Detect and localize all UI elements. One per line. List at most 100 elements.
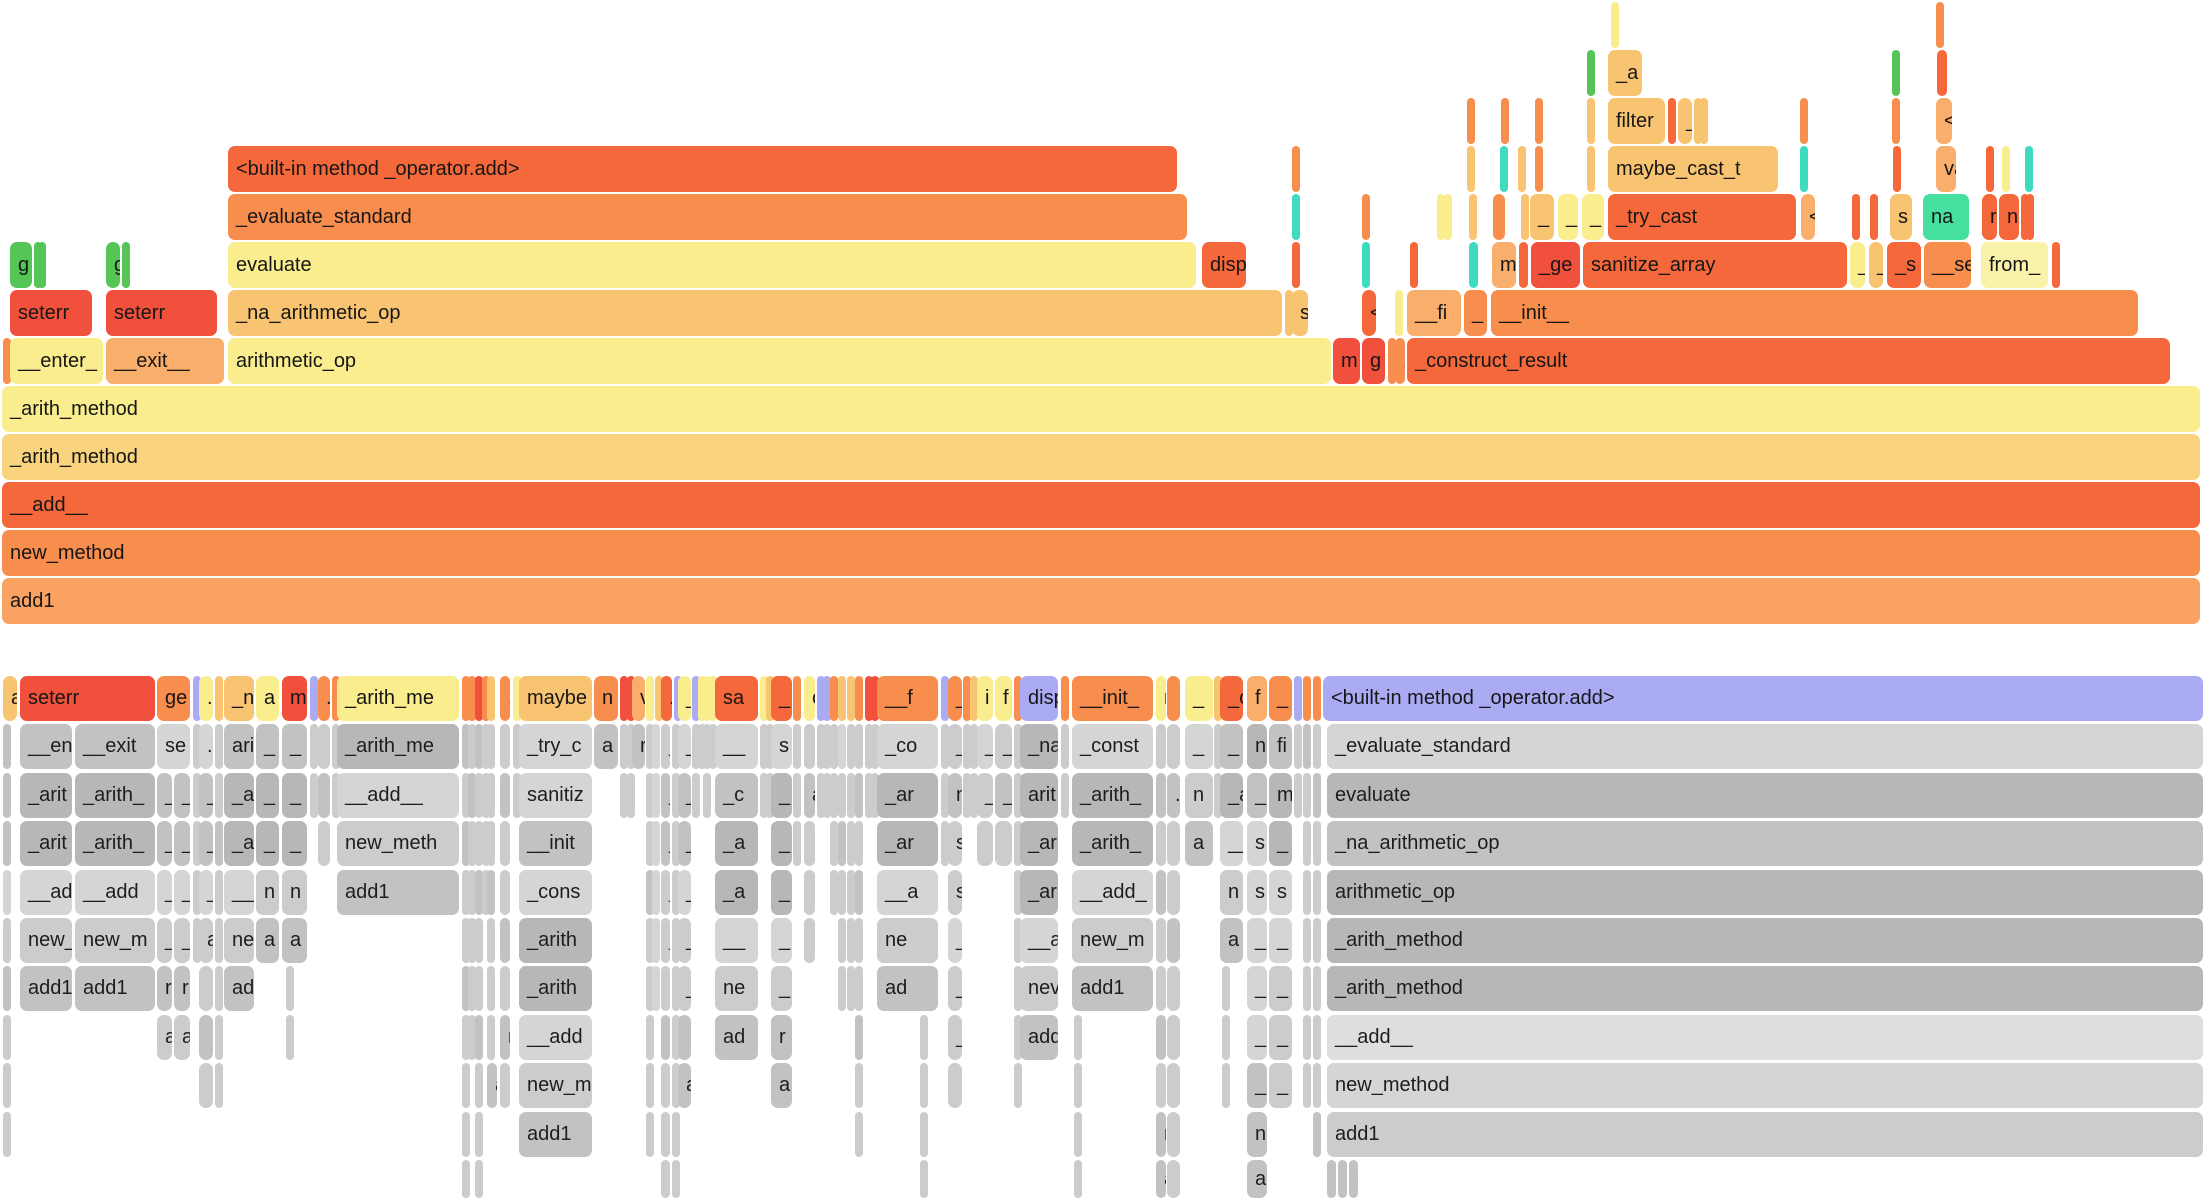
frame-sliver[interactable] xyxy=(823,676,831,721)
frame-sliver[interactable] xyxy=(672,918,680,963)
frame-try-c[interactable]: _try_c xyxy=(519,724,592,769)
frame-sliver[interactable] xyxy=(482,676,490,721)
frame-sliver[interactable] xyxy=(2021,194,2029,240)
frame-sliver[interactable] xyxy=(1892,50,1900,96)
frame-sliver[interactable] xyxy=(652,773,660,818)
frame-sliver[interactable] xyxy=(199,1015,213,1060)
frame-symbol[interactable]: . xyxy=(1395,338,1405,384)
frame-sliver[interactable] xyxy=(1893,146,1901,192)
frame-va[interactable]: va xyxy=(1936,146,1956,192)
frame-init[interactable]: __init_ xyxy=(1072,676,1153,721)
frame-symbol[interactable]: _ xyxy=(771,966,792,1011)
frame-sliver[interactable] xyxy=(1388,338,1396,384)
frame-symbol[interactable]: _ xyxy=(678,870,691,915)
frame-symbol[interactable]: _ xyxy=(771,870,792,915)
frame-arithmetic-op[interactable]: arithmetic_op xyxy=(1327,870,2203,915)
frame-sliver[interactable] xyxy=(1313,870,1321,915)
frame-a[interactable]: a xyxy=(1220,918,1243,963)
frame-s[interactable]: s xyxy=(1247,870,1267,915)
frame-sliver[interactable] xyxy=(1892,98,1900,144)
frame-sliver[interactable] xyxy=(462,918,470,963)
frame-sliver[interactable] xyxy=(1014,773,1022,818)
frame-sliver[interactable] xyxy=(1222,1063,1230,1108)
frame-f[interactable]: f xyxy=(995,676,1012,721)
frame-symbol[interactable]: < xyxy=(1936,98,1952,144)
frame-i[interactable]: i xyxy=(977,676,993,721)
frame-symbol[interactable]: . xyxy=(500,676,510,721)
frame-c[interactable]: _c xyxy=(1220,676,1243,721)
frame-symbol[interactable]: _ xyxy=(1464,290,1487,336)
frame-ne[interactable]: ne xyxy=(877,918,938,963)
frame-sliver[interactable] xyxy=(310,773,318,818)
frame-sliver[interactable] xyxy=(1014,676,1022,721)
frame-ad[interactable]: ad xyxy=(715,1015,758,1060)
frame-n[interactable]: n xyxy=(1220,870,1243,915)
frame-n[interactable]: n xyxy=(282,870,307,915)
frame-symbol[interactable]: _ xyxy=(1247,1063,1267,1108)
frame-sliver[interactable] xyxy=(1014,918,1022,963)
frame-a[interactable]: a xyxy=(256,676,279,721)
frame-sliver[interactable] xyxy=(1501,98,1509,144)
frame-sliver[interactable] xyxy=(1870,194,1878,240)
frame-symbol[interactable]: _ xyxy=(995,773,1012,818)
frame-sliver[interactable] xyxy=(823,724,831,769)
frame-symbol[interactable]: _ xyxy=(678,918,691,963)
frame-new-meth[interactable]: new_meth xyxy=(337,821,459,866)
frame-sliver[interactable] xyxy=(1292,194,1300,240)
frame-sliver[interactable] xyxy=(500,773,510,818)
frame-sliver[interactable] xyxy=(1444,194,1452,240)
frame-sliver[interactable] xyxy=(1587,98,1595,144)
frame-symbol[interactable]: _ xyxy=(256,724,279,769)
frame-symbol[interactable]: _ xyxy=(1247,918,1267,963)
frame-sliver[interactable] xyxy=(513,676,521,721)
frame-arith-method[interactable]: _arith_method xyxy=(2,386,2200,432)
frame-sliver[interactable] xyxy=(332,773,340,818)
frame-sliver[interactable] xyxy=(1167,918,1180,963)
frame-arit[interactable]: arit xyxy=(1020,773,1058,818)
frame-arith-method[interactable]: _arith_method xyxy=(2,434,2200,480)
frame-sliver[interactable] xyxy=(1437,194,1445,240)
frame-sliver[interactable] xyxy=(1313,1063,1321,1108)
frame-sliver[interactable] xyxy=(871,724,879,769)
frame-a[interactable]: a xyxy=(1327,1160,1336,1198)
frame-r[interactable]: r xyxy=(157,966,172,1011)
frame-sliver[interactable] xyxy=(1167,724,1180,769)
frame-sliver[interactable] xyxy=(1014,724,1022,769)
frame-ad[interactable]: ad xyxy=(224,966,254,1011)
frame-sliver[interactable] xyxy=(855,870,863,915)
frame-v[interactable]: v xyxy=(632,676,645,721)
frame-sliver[interactable] xyxy=(838,821,846,866)
frame-ne[interactable]: ne xyxy=(224,918,254,963)
frame-sliver[interactable] xyxy=(468,724,476,769)
frame-sliver[interactable] xyxy=(1156,724,1166,769)
frame-sliver[interactable] xyxy=(817,773,825,818)
frame-sliver[interactable] xyxy=(3,338,11,384)
frame-na[interactable]: na xyxy=(1923,194,1969,240)
frame-sliver[interactable] xyxy=(855,676,863,721)
frame-sliver[interactable] xyxy=(646,870,654,915)
frame-r[interactable]: r xyxy=(632,724,645,769)
frame-symbol[interactable]: _ xyxy=(1247,1015,1267,1060)
frame-add[interactable]: __add_ xyxy=(1072,870,1153,915)
frame-sliver[interactable] xyxy=(1303,870,1311,915)
frame-built-in-method-operator-add[interactable]: <built-in method _operator.add> xyxy=(1323,676,2203,721)
frame-sliver[interactable] xyxy=(823,773,831,818)
frame-symbol[interactable]: < xyxy=(1362,290,1376,336)
frame-sliver[interactable] xyxy=(475,1160,483,1198)
frame-sliver[interactable] xyxy=(1285,290,1293,336)
frame-sliver[interactable] xyxy=(627,676,635,721)
frame-sliver[interactable] xyxy=(215,1015,223,1060)
frame-sliver[interactable] xyxy=(920,1015,928,1060)
frame-sliver[interactable] xyxy=(970,773,978,818)
frame-symbol[interactable]: _ xyxy=(1678,98,1692,144)
frame-maybe[interactable]: maybe xyxy=(519,676,592,721)
frame-symbol[interactable]: _ xyxy=(1530,194,1554,240)
frame-sliver[interactable] xyxy=(1852,194,1860,240)
frame-ad[interactable]: __ad xyxy=(20,870,72,915)
frame-sliver[interactable] xyxy=(487,773,495,818)
frame-sliver[interactable] xyxy=(1061,773,1069,818)
frame-symbol[interactable]: _ xyxy=(948,676,962,721)
frame-symbol[interactable]: _ xyxy=(199,821,213,866)
frame-sliver[interactable] xyxy=(1156,966,1166,1011)
frame-sliver[interactable] xyxy=(970,724,978,769)
